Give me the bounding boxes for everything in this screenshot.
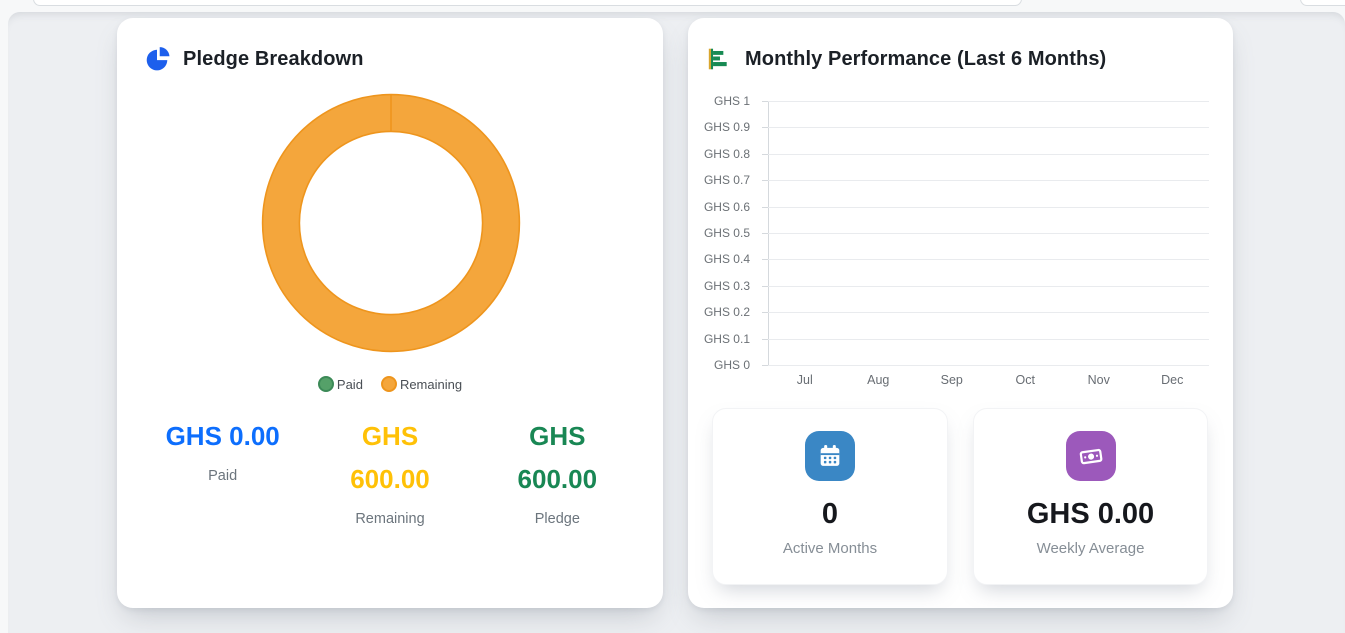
x-axis-label: Aug <box>867 373 890 387</box>
y-axis-tick-mark <box>762 259 768 261</box>
performance-card-title: Monthly Performance (Last 6 Months) <box>745 47 1107 70</box>
y-axis-tick-mark <box>762 180 768 182</box>
pledge-stats-row: GHS 0.00 Paid GHS 600.00 Remaining GHS 6… <box>117 415 663 527</box>
gridline <box>768 285 1209 287</box>
y-axis-tick-label: GHS 0.2 <box>703 305 750 320</box>
y-axis-tick-label: GHS 1 <box>713 94 750 108</box>
gridline <box>768 365 1209 366</box>
y-axis-tick-label: GHS 0 <box>713 358 750 372</box>
paid-legend-dot <box>317 376 334 392</box>
gridline <box>768 153 1209 155</box>
remaining-legend-label: Remaining <box>399 376 463 392</box>
calendar-icon <box>805 431 855 481</box>
gridline <box>768 101 1209 102</box>
x-axis-labels: Jul Aug Sep Oct Nov Dec <box>768 373 1209 387</box>
y-axis-tick-label: GHS 0.8 <box>703 146 750 161</box>
pledge-card-title: Pledge Breakdown <box>183 47 364 70</box>
y-axis-tick-label: GHS 0.4 <box>703 252 750 267</box>
paid-legend-label: Paid <box>336 376 363 392</box>
y-axis-tick-mark <box>762 206 768 208</box>
y-axis-tick-label: GHS 0.3 <box>703 278 750 293</box>
remaining-stat: GHS 600.00 Remaining <box>306 415 473 527</box>
pledge-amount: GHS 600.00 <box>517 421 598 494</box>
bar-chart-icon <box>706 46 732 72</box>
y-axis-tick-mark <box>762 127 768 129</box>
y-axis-tick-mark <box>762 338 768 340</box>
y-axis-tick-mark <box>762 285 768 287</box>
y-axis-tick-mark <box>762 233 768 234</box>
pledge-breakdown-card: Pledge Breakdown Paid Remaining GHS 0.00 <box>117 18 663 608</box>
paid-amount: GHS 0.00 <box>165 421 280 451</box>
x-axis-label: Dec <box>1161 373 1184 387</box>
donut-outer-border <box>261 93 521 353</box>
paid-stat: GHS 0.00 Paid <box>139 415 306 527</box>
performance-chart: Jul Aug Sep Oct Nov Dec GHS 1 GHS 0.9 GHS 0.8 GH… <box>688 94 1233 401</box>
gridline <box>768 233 1209 234</box>
pledge-card-header: Pledge Breakdown <box>144 46 364 72</box>
gridline <box>768 312 1209 314</box>
gridline <box>768 259 1209 261</box>
active-months-value: 0 <box>821 498 839 530</box>
pledge-stat-label: Pledge <box>534 511 580 527</box>
y-axis-tick-mark <box>762 101 768 102</box>
gridline <box>768 180 1209 182</box>
gridline <box>768 206 1209 208</box>
donut-ring <box>262 94 520 352</box>
top-bar-partial[interactable] <box>33 0 1022 6</box>
remaining-legend-dot <box>380 376 397 392</box>
x-axis-label: Jul <box>796 373 813 387</box>
y-axis-tick-mark <box>762 153 768 155</box>
x-axis-label: Sep <box>940 373 963 387</box>
y-axis-tick-mark <box>762 365 768 366</box>
monthly-performance-card: Monthly Performance (Last 6 Months) Jul A… <box>688 18 1233 608</box>
y-axis-tick-label: GHS 0.5 <box>703 226 750 240</box>
donut-inner-border <box>298 130 484 316</box>
remaining-amount: GHS 600.00 <box>350 421 430 494</box>
cash-icon <box>1065 431 1116 481</box>
weekly-average-label: Weekly Average <box>1036 539 1145 557</box>
y-axis-tick-label: GHS 0.1 <box>703 331 750 346</box>
gridline <box>768 127 1209 129</box>
doughnut-legend: Paid Remaining <box>117 376 663 392</box>
remaining-stat-label: Remaining <box>355 511 425 527</box>
x-axis-label: Nov <box>1087 373 1110 387</box>
paid-stat-label: Paid <box>208 468 238 484</box>
gridline <box>768 338 1209 340</box>
pledge-stat: GHS 600.00 Pledge <box>474 415 641 527</box>
active-months-card: 0 Active Months <box>712 408 948 585</box>
weekly-average-value: GHS 0.00 <box>1026 498 1155 530</box>
performance-card-header: Monthly Performance (Last 6 Months) <box>706 46 1106 72</box>
active-months-label: Active Months <box>782 539 878 557</box>
y-axis-tick-label: GHS 0.7 <box>703 173 750 188</box>
x-axis-label: Oct <box>1015 373 1035 387</box>
y-axis-tick-mark <box>762 312 768 314</box>
weekly-average-card: GHS 0.00 Weekly Average <box>973 408 1208 585</box>
top-bar-right-partial[interactable] <box>1300 0 1345 6</box>
legend-item-remaining[interactable]: Remaining <box>380 376 463 392</box>
pie-chart-icon <box>144 46 170 72</box>
legend-item-paid[interactable]: Paid <box>317 376 363 392</box>
y-axis-tick-label: GHS 0.6 <box>703 199 750 214</box>
content-panel: Pledge Breakdown Paid Remaining GHS 0.00 <box>8 12 1345 633</box>
y-axis-tick-label: GHS 0.9 <box>703 120 750 135</box>
pledge-doughnut-chart <box>256 88 526 358</box>
